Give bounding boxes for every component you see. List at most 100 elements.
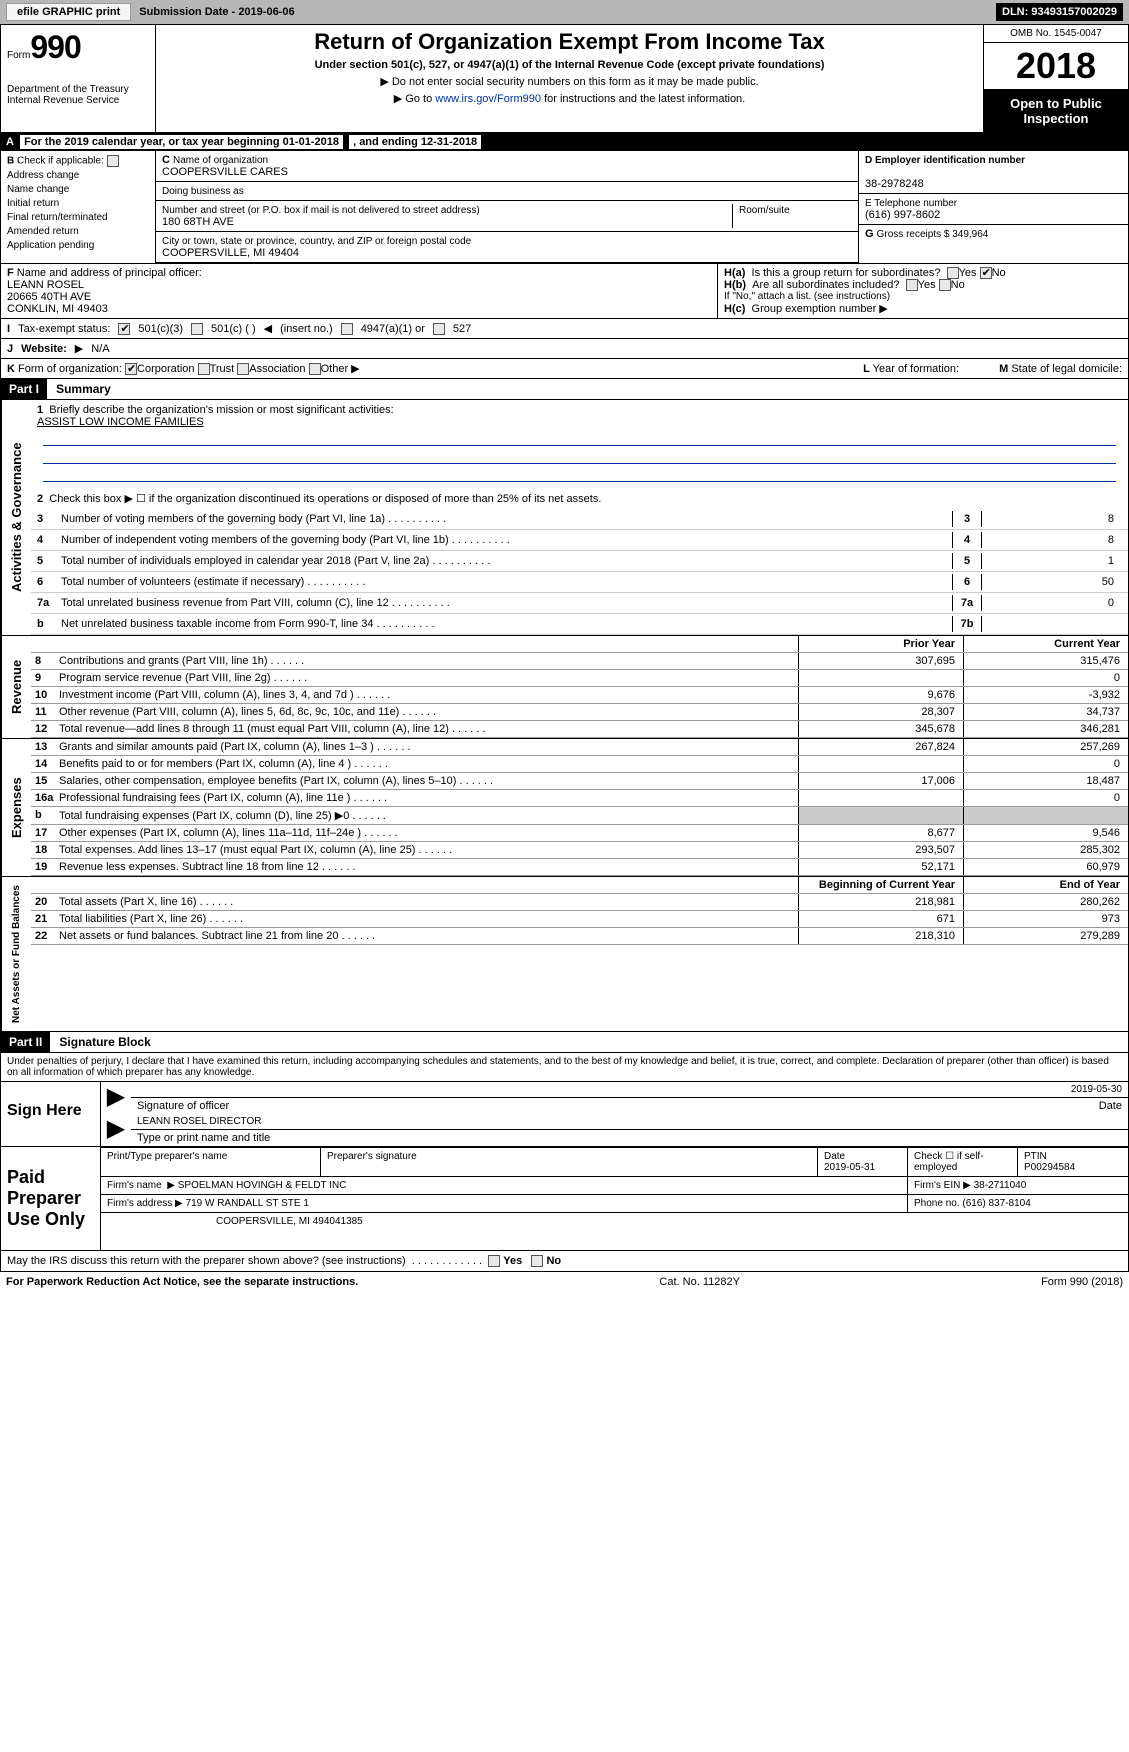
form-title: Return of Organization Exempt From Incom…	[162, 29, 977, 55]
checkbox-icon[interactable]	[488, 1255, 500, 1267]
table-row: 5Total number of individuals employed in…	[31, 551, 1128, 572]
checkbox-checked-icon[interactable]	[125, 363, 137, 375]
checkbox-icon[interactable]	[237, 363, 249, 375]
revenue-section: Revenue Prior YearCurrent Year 8Contribu…	[0, 636, 1129, 739]
table-row: 8Contributions and grants (Part VIII, li…	[31, 653, 1128, 670]
sig-officer-label: Signature of officer	[137, 1100, 1099, 1112]
prior-year-header: Prior Year	[798, 636, 963, 652]
table-row: 10Investment income (Part VIII, column (…	[31, 687, 1128, 704]
checkbox-checked-icon[interactable]	[118, 323, 130, 335]
form-subtitle: Under section 501(c), 527, or 4947(a)(1)…	[162, 59, 977, 71]
table-row: 17Other expenses (Part IX, column (A), l…	[31, 825, 1128, 842]
line-a-strip: A For the 2019 calendar year, or tax yea…	[0, 133, 1129, 151]
paid-preparer-label: Paid Preparer Use Only	[1, 1147, 101, 1250]
officer-name-title: LEANN ROSEL DIRECTOR	[137, 1116, 261, 1127]
check-address-change: Address change	[7, 170, 149, 181]
table-row: 4Number of independent voting members of…	[31, 530, 1128, 551]
firm-addr-2: COOPERSVILLE, MI 494041385	[101, 1213, 1128, 1230]
table-row: 7aTotal unrelated business revenue from …	[31, 593, 1128, 614]
form-prefix: Form	[7, 50, 30, 61]
org-name: COOPERSVILLE CARES	[162, 166, 288, 178]
checkbox-icon[interactable]	[939, 279, 951, 291]
tax-year: 2018	[984, 43, 1128, 90]
row-j: J Website: ▶ N/A	[0, 339, 1129, 359]
footer-left: For Paperwork Reduction Act Notice, see …	[6, 1276, 358, 1288]
type-name-label: Type or print name and title	[131, 1130, 1128, 1146]
table-row: 19Revenue less expenses. Subtract line 1…	[31, 859, 1128, 876]
checkbox-icon[interactable]	[947, 267, 959, 279]
firm-name: SPOELMAN HOVINGH & FELDT INC	[178, 1180, 347, 1191]
checkbox-icon[interactable]	[906, 279, 918, 291]
officer-addr2: CONKLIN, MI 49403	[7, 303, 108, 315]
prep-sig-label: Preparer's signature	[321, 1148, 818, 1176]
table-row: bTotal fundraising expenses (Part IX, co…	[31, 807, 1128, 825]
form-header: Form990 Department of the Treasury Inter…	[0, 24, 1129, 133]
table-row: 15Salaries, other compensation, employee…	[31, 773, 1128, 790]
table-row: 9Program service revenue (Part VIII, lin…	[31, 670, 1128, 687]
firm-phone: (616) 837-8104	[962, 1198, 1030, 1209]
table-row: 22Net assets or fund balances. Subtract …	[31, 928, 1128, 945]
efile-button[interactable]: efile GRAPHIC print	[6, 3, 131, 21]
sign-here-label: Sign Here	[1, 1082, 101, 1146]
c-label: C	[162, 154, 170, 166]
activities-governance-label: Activities & Governance	[1, 400, 31, 635]
footer-right: Form 990 (2018)	[1041, 1276, 1123, 1288]
checkbox-icon[interactable]	[309, 363, 321, 375]
sig-date: 2019-05-30	[1071, 1084, 1122, 1095]
revenue-label: Revenue	[1, 636, 31, 738]
b-label: B	[7, 156, 14, 167]
checkbox-icon[interactable]	[107, 155, 119, 167]
part-2-header: Part II	[1, 1032, 50, 1052]
row-f-h: F Name and address of principal officer:…	[0, 264, 1129, 319]
officer-name: LEANN ROSEL	[7, 279, 84, 291]
beginning-year-header: Beginning of Current Year	[798, 877, 963, 893]
checkbox-checked-icon[interactable]	[980, 267, 992, 279]
table-row: 14Benefits paid to or for members (Part …	[31, 756, 1128, 773]
checkbox-icon[interactable]	[433, 323, 445, 335]
table-row: 16aProfessional fundraising fees (Part I…	[31, 790, 1128, 807]
phone-label: E Telephone number	[865, 198, 957, 209]
activities-governance-section: Activities & Governance 1 Briefly descri…	[0, 400, 1129, 636]
top-bar: efile GRAPHIC print Submission Date - 20…	[0, 0, 1129, 24]
phone-value: (616) 997-8602	[865, 209, 940, 221]
part-2-title: Signature Block	[53, 1032, 156, 1052]
expenses-section: Expenses 13Grants and similar amounts pa…	[0, 739, 1129, 877]
gross-receipts: Gross receipts $ 349,964	[877, 229, 989, 240]
footer: For Paperwork Reduction Act Notice, see …	[0, 1272, 1129, 1292]
ein-label: D Employer identification number	[865, 155, 1025, 166]
irs-link[interactable]: www.irs.gov/Form990	[435, 93, 541, 105]
website-value: N/A	[91, 343, 109, 355]
firm-addr-1: 719 W RANDALL ST STE 1	[186, 1198, 309, 1209]
check-name-change: Name change	[7, 184, 149, 195]
check-initial-return: Initial return	[7, 198, 149, 209]
part-1-title: Summary	[50, 379, 117, 399]
footer-center: Cat. No. 11282Y	[659, 1276, 740, 1288]
checkbox-icon[interactable]	[341, 323, 353, 335]
date-label: Date	[1099, 1100, 1122, 1112]
table-row: 13Grants and similar amounts paid (Part …	[31, 739, 1128, 756]
checkbox-icon[interactable]	[198, 363, 210, 375]
checkbox-icon[interactable]	[531, 1255, 543, 1267]
table-row: 12Total revenue—add lines 8 through 11 (…	[31, 721, 1128, 738]
dba-label: Doing business as	[162, 186, 244, 197]
form-number: 990	[30, 29, 80, 65]
current-year-header: Current Year	[963, 636, 1128, 652]
net-assets-section: Net Assets or Fund Balances Beginning of…	[0, 877, 1129, 1032]
check-self-employed: Check ☐ if self-employed	[908, 1148, 1018, 1176]
street-address: 180 68TH AVE	[162, 216, 234, 228]
check-final-return: Final return/terminated	[7, 212, 149, 223]
dln-label: DLN: 93493157002029	[996, 3, 1123, 21]
expenses-label: Expenses	[1, 739, 31, 876]
form-note-2: ▶ Go to www.irs.gov/Form990 for instruct…	[162, 92, 977, 105]
city-address: COOPERSVILLE, MI 49404	[162, 247, 299, 259]
signature-section: Under penalties of perjury, I declare th…	[0, 1053, 1129, 1272]
mission-text: ASSIST LOW INCOME FAMILIES	[37, 416, 204, 428]
checkbox-icon[interactable]	[191, 323, 203, 335]
part-2-header-row: Part II Signature Block	[0, 1032, 1129, 1053]
hb-note: If "No," attach a list. (see instruction…	[724, 291, 1122, 302]
discuss-row: May the IRS discuss this return with the…	[1, 1250, 1128, 1271]
table-row: bNet unrelated business taxable income f…	[31, 614, 1128, 635]
prep-date: 2019-05-31	[824, 1162, 875, 1173]
row-k-lm: K Form of organization: Corporation Trus…	[0, 359, 1129, 379]
check-pending: Application pending	[7, 240, 149, 251]
